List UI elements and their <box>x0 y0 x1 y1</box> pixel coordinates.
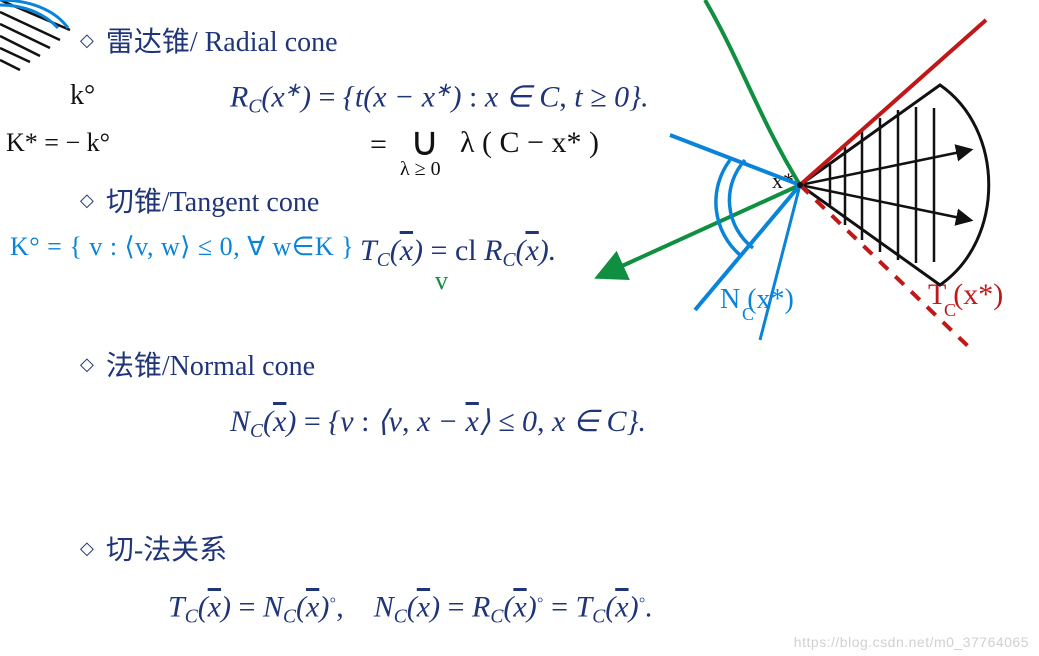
hand-kstar-eq: K* = − k° <box>6 128 110 158</box>
radial-heading-row: ◇ 雷达锥/ Radial cone <box>80 20 338 60</box>
relation-heading-row: ◇ 切-法关系 <box>80 528 227 568</box>
hand-union-rhs: λ ( C − x* ) <box>460 126 599 160</box>
normal-heading-row: ◇ 法锥/Normal cone <box>80 344 315 384</box>
hand-tc-label: T (x*) <box>928 278 1003 312</box>
tangent-heading: 切锥/Tangent cone <box>106 180 319 220</box>
hand-k0: k° <box>70 80 95 112</box>
tangent-formula: TC(x) = cl RC(x). <box>360 234 556 272</box>
hand-union-eq: = <box>370 128 387 162</box>
hand-tc-main: T (x*) <box>928 278 1003 311</box>
hand-green-check: v <box>435 266 448 296</box>
tangent-heading-row: ◇ 切锥/Tangent cone <box>80 180 319 220</box>
radial-formula: RC(x∗) = {t(x − x∗) : x ∈ C, t ≥ 0}. <box>230 78 649 119</box>
relation-heading: 切-法关系 <box>106 528 227 568</box>
bullet-diamond: ◇ <box>80 190 94 211</box>
hand-union-sub: λ ≥ 0 <box>400 158 441 181</box>
bullet-diamond: ◇ <box>80 354 94 375</box>
watermark: https://blog.csdn.net/m0_37764065 <box>794 634 1029 650</box>
radial-heading: 雷达锥/ Radial cone <box>106 20 338 60</box>
normal-heading: 法锥/Normal cone <box>106 344 315 384</box>
bullet-diamond: ◇ <box>80 30 94 51</box>
hand-xstar-point: x* <box>772 168 794 194</box>
hand-nc-main: N (x*) <box>720 284 794 315</box>
hand-nc-label: N (x*) <box>720 284 794 316</box>
relation-formula: TC(x) = NC(x)◦, NC(x) = RC(x)◦ = TC(x)◦. <box>168 590 653 629</box>
hand-polar-def: K° = { v : ⟨v, w⟩ ≤ 0, ∀ w∈K } <box>10 232 354 262</box>
normal-formula: NC(x) = {v : ⟨v, x − x⟩ ≤ 0, x ∈ C}. <box>230 404 646 443</box>
hand-nc-sub: C <box>742 304 754 325</box>
hand-tc-sub: C <box>944 300 956 321</box>
bullet-diamond: ◇ <box>80 538 94 559</box>
